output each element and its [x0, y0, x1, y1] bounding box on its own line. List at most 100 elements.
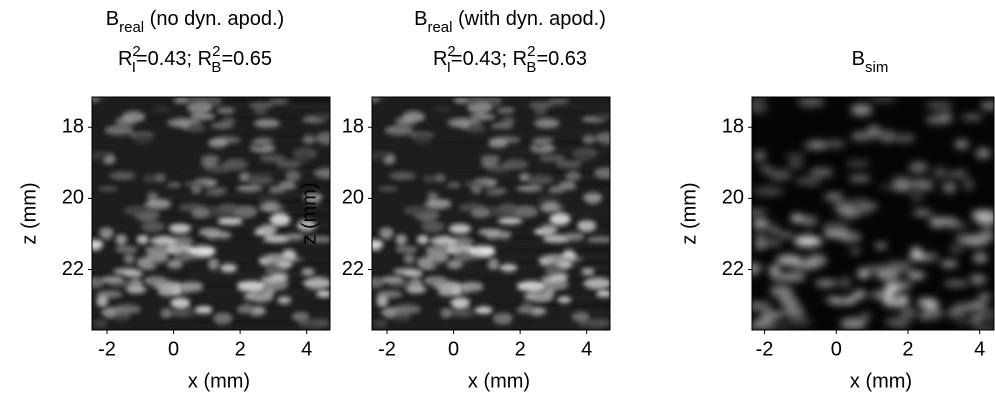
speckle-blob	[527, 176, 554, 185]
speckle-blob	[113, 304, 141, 315]
speckle-blob	[470, 113, 496, 120]
speckle-blob	[931, 170, 950, 179]
speckle-blob	[169, 224, 191, 233]
speckle-blob	[559, 181, 576, 190]
speckle-blob	[488, 138, 508, 148]
speckle-blob	[267, 98, 290, 104]
speckle-blob	[594, 167, 610, 179]
annotation-text: R	[433, 48, 447, 70]
speckle-blob	[778, 231, 794, 238]
speckle-blob	[809, 168, 834, 177]
speckle-blob	[790, 213, 805, 224]
title-base: B	[852, 48, 865, 70]
speckle-blob	[382, 276, 403, 283]
speckle-blob	[395, 245, 418, 253]
speckle-blob	[853, 290, 867, 299]
speckle-blob	[752, 218, 770, 229]
panel-title: Breal (with dyn. apod.)	[414, 8, 606, 36]
speckle-blob	[488, 258, 499, 270]
speckle-blob	[451, 297, 470, 308]
speckle-blob	[789, 318, 813, 327]
x-axis-label: x (mm)	[468, 370, 530, 392]
speckle-blob	[500, 263, 517, 272]
speckle-blob	[102, 276, 123, 283]
speckle-blob	[447, 260, 463, 269]
y-tick-label: 22	[722, 258, 744, 280]
speckle-blob	[137, 235, 149, 244]
speckle-blob	[160, 308, 172, 318]
speckle-blob	[154, 173, 166, 183]
speckle-blob	[307, 318, 330, 327]
speckle-blob	[417, 257, 432, 269]
speckle-blob	[268, 187, 285, 193]
speckle-blob	[211, 123, 233, 129]
annotation-text: =0.65	[221, 48, 272, 70]
stripe	[372, 240, 610, 244]
speckle-blob	[270, 213, 290, 226]
stripe	[92, 275, 330, 278]
image-frame	[371, 96, 611, 331]
speckle-blob	[146, 199, 171, 207]
title-sub: real	[119, 19, 144, 36]
speckle-blob	[96, 291, 123, 298]
speckle-blob	[540, 224, 558, 235]
speckle-blob	[910, 190, 924, 203]
speckle-blob	[825, 297, 842, 303]
speckle-blob	[806, 254, 827, 266]
speckle-blob	[260, 224, 278, 235]
title-sub: sim	[865, 59, 888, 76]
speckle-blob	[759, 165, 773, 173]
title-base: B	[414, 8, 427, 30]
speckle-blob	[199, 228, 222, 236]
speckle-blob	[200, 161, 218, 168]
stripe	[372, 136, 610, 140]
speckle-blob	[158, 287, 179, 297]
speckle-blob	[189, 245, 215, 256]
speckle-blob	[492, 187, 507, 194]
panel-title: Bsim	[852, 48, 889, 76]
y-tick-label: 22	[342, 258, 364, 280]
speckle-blob	[237, 280, 266, 292]
speckle-blob	[93, 319, 108, 329]
speckle-blob	[115, 234, 127, 246]
speckle-blob	[594, 112, 610, 121]
speckle-blob	[263, 287, 275, 297]
speckle-blob	[123, 254, 135, 264]
speckle-blob	[910, 246, 923, 259]
speckle-blob	[132, 133, 153, 144]
stripe	[92, 316, 330, 320]
speckle-blob	[752, 324, 765, 330]
speckle-blob	[890, 174, 911, 183]
speckle-blob	[259, 154, 286, 163]
speckle-blob	[254, 118, 280, 128]
speckle-blob	[167, 182, 181, 188]
speckle-blob	[440, 308, 452, 318]
speckle-blob	[943, 280, 969, 287]
speckle-blob	[859, 311, 872, 321]
speckle-blob	[900, 309, 918, 317]
speckle-blob	[410, 278, 422, 290]
y-tick-label: 22	[62, 258, 84, 280]
speckle-blob	[912, 209, 933, 216]
speckle-blob	[277, 296, 291, 304]
speckle-blob	[122, 111, 145, 123]
speckle-blob	[104, 125, 133, 136]
speckle-blob	[144, 276, 168, 286]
speckle-blob	[949, 170, 968, 178]
speckle-blob	[372, 277, 385, 288]
annotation-text: R	[118, 48, 132, 70]
speckle-blob	[942, 182, 957, 194]
speckle-blob	[261, 276, 283, 283]
speckle-blob	[460, 281, 483, 292]
speckle-blob	[802, 215, 818, 227]
speckle-blob	[969, 274, 987, 285]
speckle-blob	[92, 97, 100, 103]
stripe	[372, 299, 610, 302]
speckle-blob	[421, 221, 445, 233]
x-tick-label: 4	[974, 338, 985, 360]
speckle-blob	[917, 298, 939, 307]
speckle-blob	[143, 174, 157, 184]
speckle-blob	[596, 290, 610, 297]
speckle-blob	[283, 232, 305, 241]
speckle-blob	[971, 315, 983, 322]
